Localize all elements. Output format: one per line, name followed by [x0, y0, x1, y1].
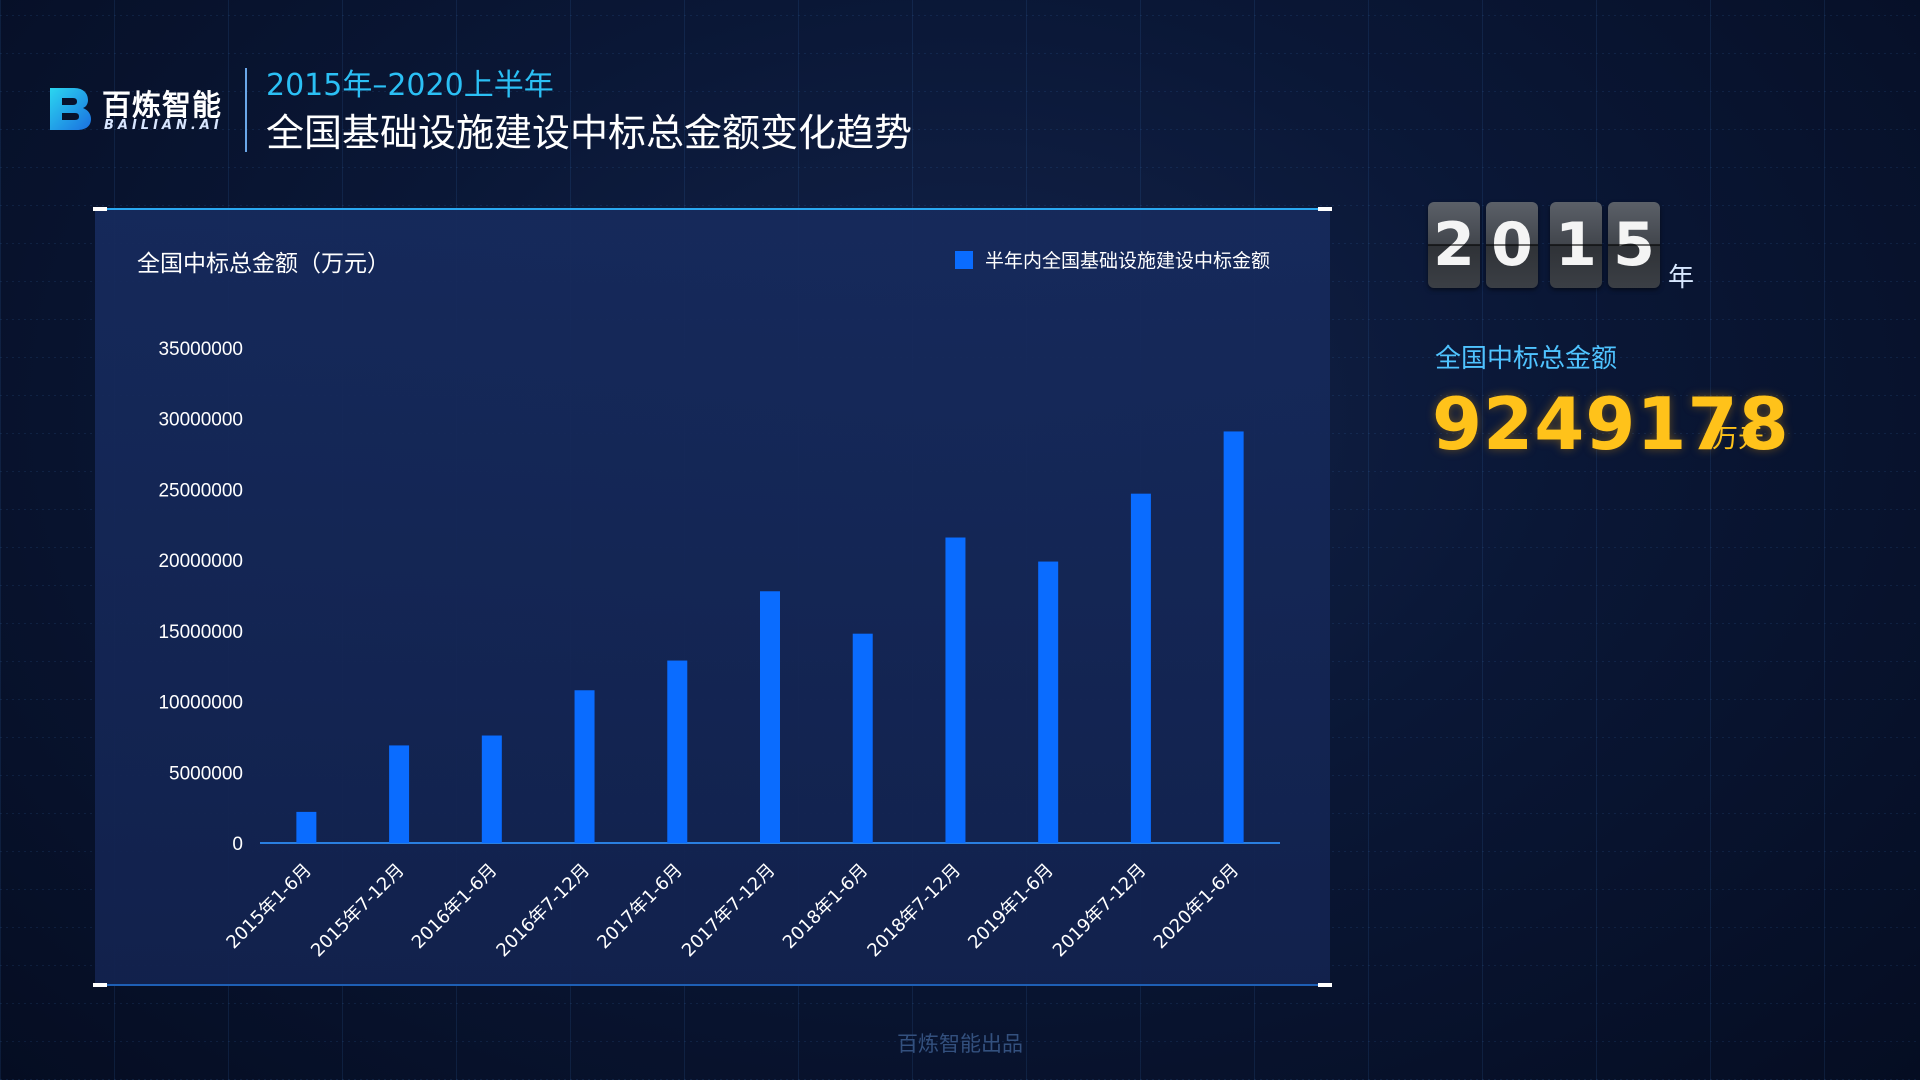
y-tick-label: 5000000 [169, 763, 243, 784]
footer-credit: 百炼智能出品 [897, 1032, 1023, 1056]
bar [945, 537, 966, 843]
x-tick-label: 2016年7-12月 [492, 860, 594, 962]
legend-label: 半年内全国基础设施建设中标金额 [985, 250, 1271, 272]
bar [760, 591, 780, 843]
panel-corner [1318, 207, 1332, 211]
total-amount-value: 9249178 [1432, 382, 1790, 466]
year-unit: 年 [1668, 263, 1695, 293]
panel-corner [1318, 983, 1332, 987]
page-subtitle: 2015年–2020上半年 [266, 68, 554, 103]
brand-logo-icon [50, 88, 91, 130]
x-tick-label: 2017年7-12月 [678, 860, 780, 962]
year-digit: 2 [1428, 202, 1480, 288]
year-digit: 1 [1550, 202, 1602, 288]
bar [1223, 431, 1244, 843]
x-tick-label: 2018年7-12月 [863, 860, 965, 962]
year-digit: 0 [1486, 202, 1538, 288]
bar [1130, 493, 1151, 843]
chart-legend: 半年内全国基础设施建设中标金额 [955, 246, 1270, 273]
bar [296, 811, 317, 843]
year-counter: 2 0 1 5 年 [1428, 202, 1728, 293]
bar [481, 735, 502, 843]
x-tick-label: 2018年1-6月 [779, 860, 872, 953]
x-tick-label: 2017年1-6月 [593, 860, 686, 953]
y-tick-label: 0 [232, 834, 243, 855]
y-tick-label: 35000000 [158, 339, 243, 360]
total-amount-unit: 万元 [1712, 424, 1765, 454]
x-tick-label: 2020年1-6月 [1150, 860, 1243, 953]
brand-name-cn: 百炼智能 [102, 88, 223, 122]
y-tick-label: 30000000 [158, 410, 243, 431]
panel-corner [93, 207, 107, 211]
chart-panel: 全国中标总金额（万元） 半年内全国基础设施建设中标金额 35000000 3000… [93, 207, 1332, 987]
bar [667, 660, 688, 843]
x-tick-label: 2015年7-12月 [307, 860, 409, 962]
bar-chart: 35000000 30000000 25000000 20000000 15000000… [158, 339, 1280, 962]
year-digit: 5 [1608, 202, 1660, 288]
brand-name-en: BAILIAN.AI [104, 118, 223, 133]
total-amount-label: 全国中标总金额 [1435, 344, 1618, 374]
y-tick-label: 25000000 [158, 480, 243, 501]
y-tick-label: 20000000 [158, 551, 243, 572]
bar [1038, 561, 1059, 843]
x-tick-label: 2016年1-6月 [408, 860, 501, 953]
y-tick-label: 10000000 [158, 693, 243, 714]
panel-corner [93, 983, 107, 987]
x-tick-label: 2019年7-12月 [1049, 860, 1151, 962]
page-title: 全国基础设施建设中标总金额变化趋势 [266, 111, 913, 155]
bar [852, 633, 873, 843]
legend-swatch [955, 250, 973, 269]
chart-y-axis-title: 全国中标总金额（万元） [137, 251, 390, 277]
y-tick-label: 15000000 [158, 622, 243, 643]
x-tick-label: 2015年1-6月 [222, 860, 315, 953]
bar [574, 690, 595, 843]
brand-logo: 百炼智能 BAILIAN.AI [46, 82, 232, 138]
bar [389, 745, 410, 843]
x-tick-label: 2019年1-6月 [964, 860, 1057, 953]
header-divider [245, 68, 247, 152]
